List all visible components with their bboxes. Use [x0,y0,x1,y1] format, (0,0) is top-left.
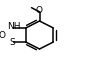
Text: NH: NH [7,22,20,31]
Text: O: O [36,6,43,15]
Text: O: O [0,31,6,39]
Text: S: S [10,38,16,46]
